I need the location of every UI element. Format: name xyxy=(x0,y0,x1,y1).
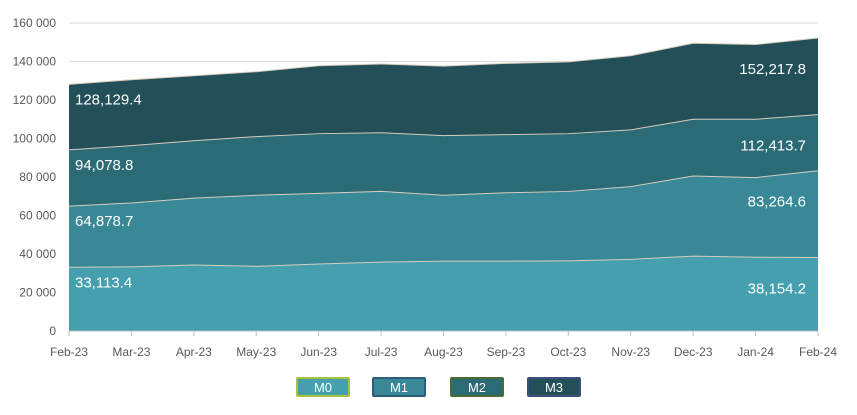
series-line-m1 xyxy=(68,170,819,207)
y-tick-label: 40 000 xyxy=(19,247,56,261)
x-tick-label: Oct-23 xyxy=(550,345,586,359)
series-line-m3 xyxy=(68,37,819,85)
x-tick-label: Dec-23 xyxy=(674,345,713,359)
x-tick-label: May-23 xyxy=(236,345,276,359)
x-tick-label: Jul-23 xyxy=(365,345,398,359)
y-tick-label: 100 000 xyxy=(13,132,57,146)
data-label-last-m2: 112,413.7 xyxy=(740,138,806,155)
series-line-m2 xyxy=(68,114,819,151)
legend-item-m1[interactable]: M1 xyxy=(372,377,426,397)
x-tick-label: Apr-23 xyxy=(176,345,212,359)
legend-label-m0: M0 xyxy=(313,380,333,395)
series-line-m0 xyxy=(68,255,819,268)
y-tick-label: 0 xyxy=(49,324,56,338)
data-label-first-m2: 94,078.8 xyxy=(75,157,133,174)
data-label-last-m3: 152,217.8 xyxy=(739,61,806,78)
y-tick-label: 160 000 xyxy=(13,16,57,30)
data-label-last-m0: 38,154.2 xyxy=(748,281,806,298)
y-tick-label: 20 000 xyxy=(19,286,56,300)
legend-item-m3[interactable]: M3 xyxy=(527,377,581,397)
x-tick-label: Sep-23 xyxy=(487,345,526,359)
x-tick-label: Feb-24 xyxy=(799,345,837,359)
x-tick-label: Mar-23 xyxy=(112,345,150,359)
x-tick-label: Jan-24 xyxy=(737,345,774,359)
data-label-first-m3: 128,129.4 xyxy=(75,91,142,108)
legend-item-m0[interactable]: M0 xyxy=(296,377,350,397)
x-tick-label: Jun-23 xyxy=(300,345,337,359)
y-tick-label: 80 000 xyxy=(19,170,56,184)
legend-label-m1: M1 xyxy=(389,380,409,395)
area-chart: 0 20 000 40 000 60 000 80 000 100 000 120 000 1… xyxy=(13,16,838,359)
y-tick-label: 120 000 xyxy=(13,93,57,107)
data-label-first-m1: 64,878.7 xyxy=(75,213,133,230)
data-label-first-m0: 33,113.4 xyxy=(75,274,132,291)
legend-label-m2: M2 xyxy=(467,380,487,395)
legend-label-m3: M3 xyxy=(544,380,564,395)
x-tick-label: Aug-23 xyxy=(424,345,463,359)
area-m0 xyxy=(69,256,818,331)
y-tick-label: 60 000 xyxy=(19,209,56,223)
x-tick-label: Nov-23 xyxy=(611,345,650,359)
legend-item-m2[interactable]: M2 xyxy=(450,377,504,397)
x-tick-label: Feb-23 xyxy=(50,345,88,359)
y-tick-label: 140 000 xyxy=(13,55,57,69)
data-label-last-m1: 83,264.6 xyxy=(748,194,806,211)
legend: M0 M1 M2 M3 xyxy=(0,377,857,401)
